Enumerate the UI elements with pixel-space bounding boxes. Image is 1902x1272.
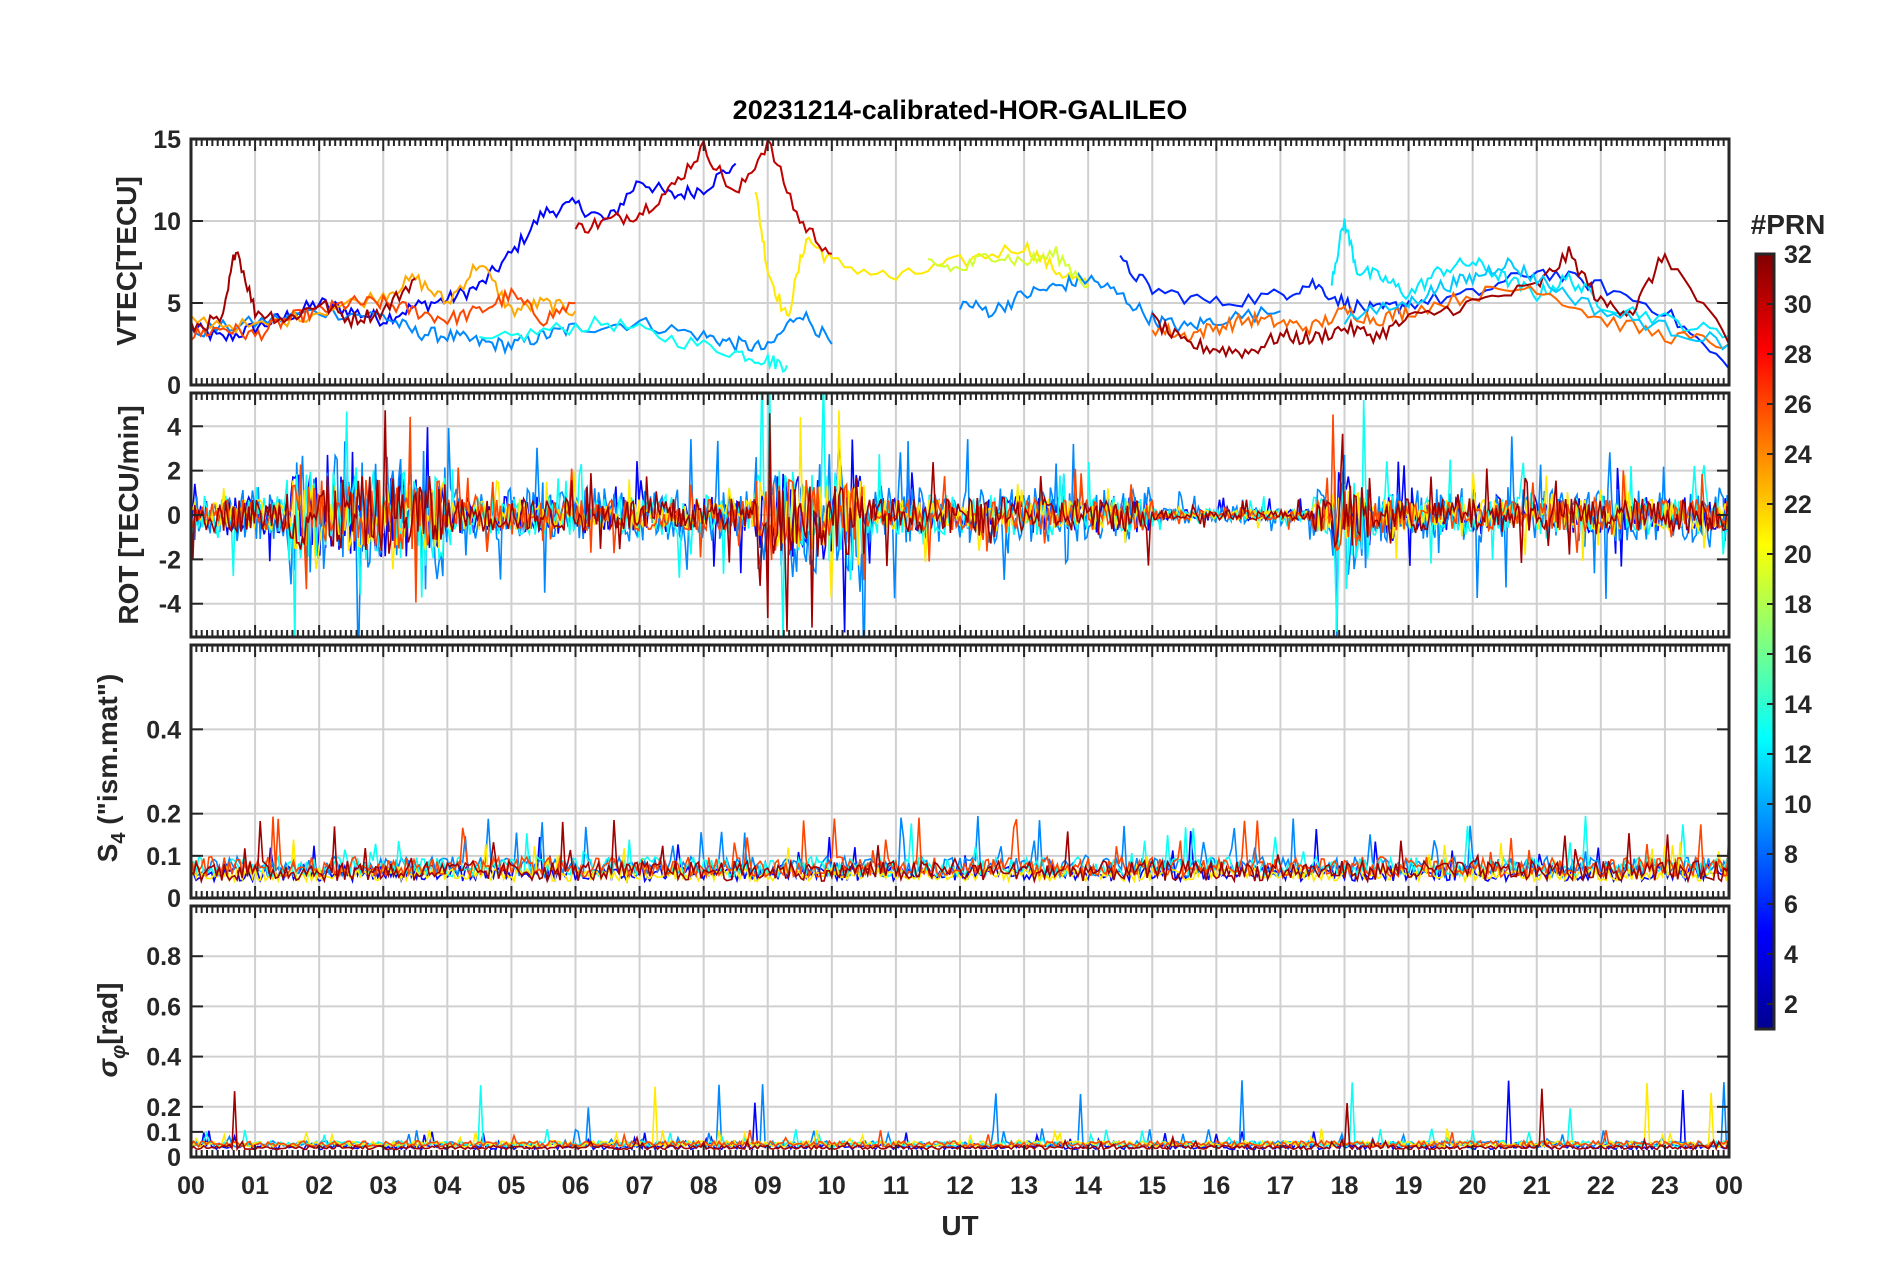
x-tick-label: 20 [1459, 1172, 1487, 1200]
sigma-line-prn-13 [191, 1082, 1729, 1150]
colorbar-tick-label: 2 [1784, 991, 1798, 1019]
x-tick-label: 05 [498, 1172, 526, 1200]
rot-ylabel: ROT [TECU/min] [113, 405, 144, 624]
colorbar-tick-label: 18 [1784, 591, 1812, 619]
x-axis-title: UT [941, 1210, 978, 1241]
vtec-line-prn-26 [191, 286, 576, 343]
colorbar-tick-label: 32 [1784, 241, 1812, 269]
x-tick-label: 07 [626, 1172, 654, 1200]
vtec-line-prn-13 [479, 315, 788, 374]
colorbar-tick-label: 30 [1784, 291, 1812, 319]
y-tick-label: -2 [159, 546, 181, 574]
colorbar-tick-label: 14 [1784, 691, 1812, 719]
s4-ylabel: S4 ("ism.mat") [92, 674, 130, 863]
x-tick-label: 09 [754, 1172, 782, 1200]
colorbar-tick-label: 10 [1784, 791, 1812, 819]
x-tick-label: 19 [1395, 1172, 1423, 1200]
rot-panel: -4 -2 0 2 4 [159, 391, 1731, 639]
y-tick-label: 5 [167, 290, 181, 318]
x-tick-label: 08 [690, 1172, 718, 1200]
s4-ylabel-main: S [92, 844, 123, 863]
colorbar-tick-label: 22 [1784, 491, 1812, 519]
colorbar-tick-label: 8 [1784, 841, 1798, 869]
x-tick-label: 23 [1651, 1172, 1679, 1200]
y-tick-label: 0.1 [146, 1119, 181, 1147]
s4-ylabel-rest: ("ism.mat") [92, 674, 123, 833]
x-tick-label: 03 [369, 1172, 397, 1200]
y-tick-label: -4 [159, 591, 181, 619]
vtec-ylabel: VTEC[TECU] [111, 176, 142, 346]
y-tick-label: 4 [167, 413, 181, 441]
sigma-ylabel: σφ[rad] [92, 983, 130, 1078]
sigma-ylabel-rest: [rad] [92, 983, 123, 1045]
x-tick-label: 00 [177, 1172, 205, 1200]
y-tick-label: 0.2 [146, 801, 181, 829]
colorbar-tick-label: 20 [1784, 541, 1812, 569]
s4-line-prn-31 [191, 819, 1729, 885]
y-tick-label: 0.2 [146, 1094, 181, 1122]
x-tick-label: 01 [241, 1172, 269, 1200]
x-tick-label: 22 [1587, 1172, 1615, 1200]
x-tick-label: 10 [818, 1172, 846, 1200]
colorbar-tick-label: 6 [1784, 891, 1798, 919]
sigma-phi-panel: 00.10.2 0.4 0.6 0.8 00 01 02 03 04 05 06 07 08 09 10 11… [146, 904, 1743, 1200]
x-tick-label: 13 [1010, 1172, 1038, 1200]
x-tick-label: 04 [433, 1172, 461, 1200]
x-tick-label: 14 [1074, 1172, 1102, 1200]
x-tick-label: 15 [1138, 1172, 1166, 1200]
chart-title: 20231214-calibrated-HOR-GALILEO [733, 95, 1188, 125]
colorbar-tick-label: 26 [1784, 391, 1812, 419]
s4-ylabel-sub: 4 [108, 832, 130, 844]
vtec-line-prn-9 [959, 271, 1281, 334]
x-tick-label: 00 [1715, 1172, 1743, 1200]
colorbar-tick-label: 24 [1784, 441, 1812, 469]
x-tick-label: 18 [1331, 1172, 1359, 1200]
colorbar-tick-label: 4 [1784, 941, 1798, 969]
y-tick-label: 0 [167, 885, 181, 913]
x-tick-label: 02 [305, 1172, 333, 1200]
y-tick-label: 0.6 [146, 993, 181, 1021]
y-tick-label: 0 [167, 1144, 181, 1172]
vtec-line-prn-31 [1151, 246, 1729, 360]
series-group [191, 393, 1728, 637]
s4-line-prn-9 [191, 815, 1729, 880]
colorbar-tick-label: 28 [1784, 341, 1812, 369]
vtec-line-prn-25 [1151, 285, 1729, 350]
vtec-line-prn-19 [927, 246, 1089, 289]
s4-panel: 0 0.1 0.2 0.4 [146, 643, 1731, 913]
colorbar-tick-label: 12 [1784, 741, 1812, 769]
colorbar-title: #PRN [1751, 209, 1826, 240]
vtec-line-prn-21 [754, 191, 1090, 318]
s4-line-prn-21 [191, 839, 1729, 885]
x-tick-label: 17 [1267, 1172, 1295, 1200]
sigma-ylabel-sub: φ [108, 1045, 130, 1059]
x-tick-label: 21 [1523, 1172, 1551, 1200]
y-tick-label: 0 [167, 372, 181, 400]
y-tick-label: 0 [167, 502, 181, 530]
y-tick-label: 2 [167, 458, 181, 486]
vtec-line-prn-31 [191, 251, 416, 334]
vtec-line-prn-6 [1119, 255, 1729, 370]
x-tick-label: 11 [883, 1172, 910, 1200]
y-tick-label: 0.4 [146, 1044, 181, 1072]
y-tick-label: 10 [153, 208, 181, 236]
y-tick-label: 0.4 [146, 716, 181, 744]
colorbar-gradient [1754, 252, 1776, 1031]
x-tick-label: 06 [562, 1172, 590, 1200]
series-group [191, 815, 1729, 885]
y-tick-label: 0.1 [146, 843, 181, 871]
y-tick-label: 0.8 [146, 943, 181, 971]
vtec-line-prn-11 [1343, 256, 1729, 351]
x-tick-label: 12 [946, 1172, 974, 1200]
x-tick-label: 16 [1202, 1172, 1230, 1200]
vtec-line-prn-23 [191, 262, 577, 334]
y-tick-label: 15 [153, 126, 181, 154]
rot-line-prn-31 [191, 410, 1728, 632]
sigma-ylabel-main: σ [92, 1057, 123, 1077]
series-group [191, 139, 1729, 374]
vtec-panel: 0 5 10 15 [153, 126, 1731, 400]
colorbar-tick-label: 16 [1784, 641, 1812, 669]
